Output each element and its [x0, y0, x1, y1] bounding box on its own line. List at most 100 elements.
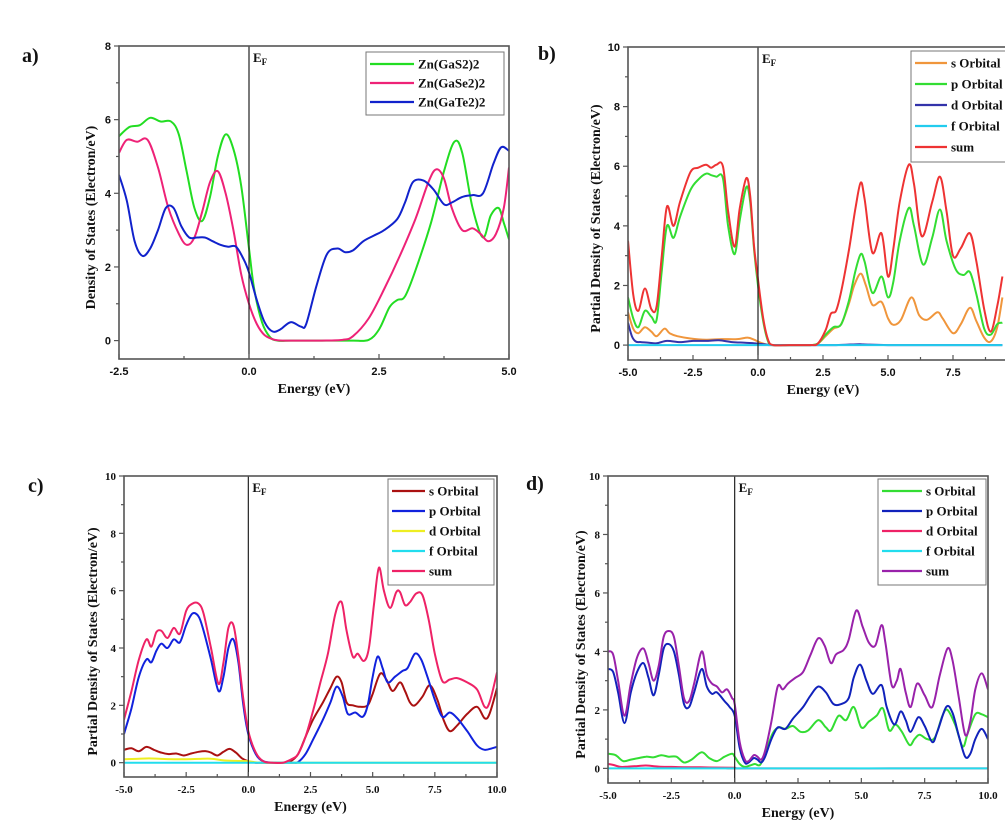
x-tick-label: -5.0: [619, 367, 638, 379]
y-tick-label: 2: [614, 280, 620, 292]
y-tick-label: 8: [595, 529, 601, 541]
y-tick-label: 0: [595, 763, 601, 775]
legend-label: f Orbital: [926, 544, 975, 559]
y-tick-label: 2: [111, 700, 117, 712]
y-tick-label: 10: [608, 42, 620, 54]
x-tick-label: 7.5: [945, 367, 960, 379]
series-line-sum: [628, 161, 1004, 347]
legend-item: sum: [882, 564, 949, 579]
y-tick-label: 2: [105, 262, 111, 274]
chart-panel-c: c) EF -5.0 -2.5 0.0 2.5 5.0 7.5 10.0 0 2 4 6 8 10 Energ…: [28, 471, 507, 815]
x-axis-title: Energy (eV): [762, 806, 835, 821]
legend-box: [910, 50, 1005, 163]
legend-item: d Orbital: [915, 98, 1003, 113]
y-axis-title: Density of States (Electron/eV): [84, 125, 99, 309]
y-tick-label: 8: [111, 528, 117, 540]
x-tick-label: 2.5: [304, 784, 318, 796]
legend-label: sum: [926, 564, 949, 579]
x-tick-label: 5.0: [366, 784, 380, 796]
x-tick-label: -2.5: [684, 367, 703, 379]
legend-item: p Orbital: [392, 504, 481, 519]
legend-item: f Orbital: [882, 544, 975, 559]
y-tick-label: 0: [614, 340, 620, 352]
x-tick-label: 5.0: [880, 367, 895, 379]
x-tick-label: 0.0: [750, 367, 765, 379]
y-tick-label: 8: [105, 41, 111, 53]
y-tick-label: 6: [595, 588, 601, 600]
legend-label: Zn(GaSe2)2: [418, 76, 485, 91]
x-tick-label: 10.0: [978, 790, 998, 802]
series-line-zn-gase2-2: [119, 137, 509, 342]
chart-panel-a: a) EF -2.5 0.0 2.5 5.0 0 2 4 6 8 Energy (eV) Density…: [22, 41, 517, 397]
x-tick-label: -2.5: [177, 784, 195, 796]
x-tick-label: 5.0: [854, 790, 868, 802]
legend-label: d Orbital: [926, 524, 978, 539]
x-axis-title: Energy (eV): [274, 800, 347, 815]
x-tick-label: 0.0: [241, 784, 255, 796]
x-tick-label: 0.0: [728, 790, 742, 802]
legend-item: s Orbital: [915, 56, 1001, 71]
y-tick-label: 0: [111, 758, 117, 770]
series-group: [119, 116, 509, 342]
y-tick-label: 4: [111, 643, 117, 655]
series-line-s-orbital: [608, 706, 988, 768]
x-tick-label: -2.5: [110, 366, 129, 378]
series-line-s-orbital: [628, 272, 1004, 347]
x-tick-label: -2.5: [663, 790, 681, 802]
legend: Zn(GaS2)2 Zn(GaSe2)2 Zn(GaTe2)2: [365, 51, 505, 116]
series-line-sum: [124, 566, 497, 765]
y-tick-label: 4: [614, 221, 621, 233]
legend-label: Zn(GaTe2)2: [418, 95, 485, 110]
legend: s Orbital p Orbital d Orbital f Orbital sum: [910, 50, 1005, 163]
legend-label: d Orbital: [951, 98, 1003, 113]
series-line-p-orbital: [124, 612, 497, 764]
legend-label: p Orbital: [951, 77, 1003, 92]
y-axis-title: Partial Density of States (Electron/eV): [86, 527, 101, 756]
legend-item: Zn(GaSe2)2: [370, 76, 485, 91]
legend-label: f Orbital: [429, 544, 478, 559]
series-group: [608, 609, 988, 770]
y-tick-label: 4: [595, 646, 601, 658]
y-tick-label: 2: [595, 705, 601, 717]
series-group: [628, 161, 1004, 347]
x-tick-label: 5.0: [501, 366, 516, 378]
y-tick-label: 10: [589, 471, 601, 483]
legend-item: sum: [915, 140, 974, 155]
x-tick-label: 0.0: [241, 366, 256, 378]
x-tick-label: 2.5: [815, 367, 830, 379]
series-line-zn-gate2-2: [119, 145, 509, 333]
legend-label: p Orbital: [429, 504, 481, 519]
legend-label: p Orbital: [926, 504, 978, 519]
fermi-level-label: EF: [762, 51, 777, 68]
x-tick-label: -5.0: [599, 790, 617, 802]
y-tick-label: 10: [105, 471, 117, 483]
series-group: [124, 566, 497, 765]
chart-panel-d: d) EF -5.0 -2.5 0.0 2.5 5.0 7.5 10.0 0 2 4 6 8 10 Energ…: [526, 471, 998, 821]
y-tick-label: 6: [111, 586, 117, 598]
legend-label: sum: [429, 564, 452, 579]
y-tick-label: 4: [105, 188, 112, 200]
legend-label: sum: [951, 140, 974, 155]
legend-item: f Orbital: [915, 119, 1000, 134]
legend-item: f Orbital: [392, 544, 478, 559]
legend-item: sum: [392, 564, 452, 579]
x-tick-label: 7.5: [428, 784, 442, 796]
x-tick-label: 7.5: [918, 790, 932, 802]
series-line-p-orbital: [608, 642, 988, 765]
y-axis-title: Partial Density of States (Electron/eV): [589, 104, 604, 333]
panel-label: d): [526, 473, 544, 495]
legend-item: Zn(GaS2)2: [370, 57, 479, 72]
legend-label: d Orbital: [429, 524, 481, 539]
legend-label: Zn(GaS2)2: [418, 57, 479, 72]
fermi-level-label: EF: [739, 480, 754, 497]
x-tick-label: 2.5: [791, 790, 805, 802]
fermi-level-label: EF: [253, 50, 268, 67]
fermi-level-label: EF: [252, 480, 267, 497]
legend-label: s Orbital: [951, 56, 1001, 71]
y-tick-label: 8: [614, 102, 620, 114]
x-tick-label: 10.0: [487, 784, 507, 796]
x-axis-title: Energy (eV): [787, 383, 860, 398]
legend-item: Zn(GaTe2)2: [370, 95, 485, 110]
legend-label: s Orbital: [429, 484, 479, 499]
